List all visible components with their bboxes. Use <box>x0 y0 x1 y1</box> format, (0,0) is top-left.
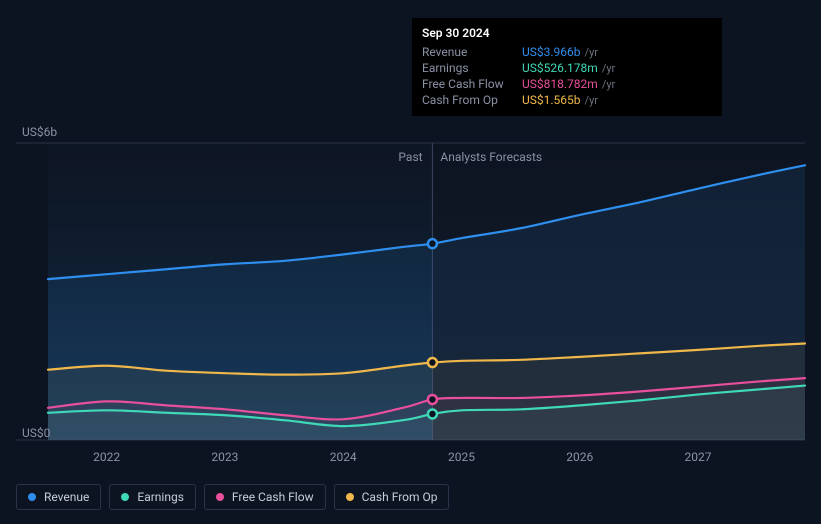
legend-item-cash-from-op[interactable]: Cash From Op <box>334 484 450 510</box>
tooltip-row: Cash From OpUS$1.565b/yr <box>422 92 712 108</box>
tooltip-value: US$1.565b <box>522 93 581 107</box>
legend-dot-icon <box>346 493 354 501</box>
legend-dot-icon <box>121 493 129 501</box>
tooltip-row: Free Cash FlowUS$818.782m/yr <box>422 76 712 92</box>
tooltip-unit: /yr <box>585 46 598 59</box>
tooltip-label: Cash From Op <box>422 93 522 107</box>
forecast-label: Analysts Forecasts <box>440 150 542 164</box>
legend-label: Free Cash Flow <box>232 490 314 504</box>
x-tick-label: 2023 <box>211 450 238 464</box>
tooltip-label: Free Cash Flow <box>422 77 522 91</box>
y-axis-label-max: US$6b <box>22 125 57 139</box>
chart-legend: Revenue Earnings Free Cash Flow Cash From O… <box>16 484 449 510</box>
tooltip-value: US$526.178m <box>522 61 598 75</box>
tooltip-unit: /yr <box>585 94 598 107</box>
x-tick-label: 2027 <box>685 450 712 464</box>
legend-dot-icon <box>28 493 36 501</box>
tooltip-value: US$818.782m <box>522 77 598 91</box>
x-tick-label: 2024 <box>330 450 357 464</box>
tooltip-label: Earnings <box>422 61 522 75</box>
tooltip-row: RevenueUS$3.966b/yr <box>422 44 712 60</box>
tooltip-label: Revenue <box>422 45 522 59</box>
x-tick-label: 2022 <box>93 450 120 464</box>
x-tick-label: 2026 <box>566 450 593 464</box>
legend-dot-icon <box>216 493 224 501</box>
legend-item-free-cash-flow[interactable]: Free Cash Flow <box>204 484 326 510</box>
x-tick-label: 2025 <box>448 450 475 464</box>
tooltip-unit: /yr <box>602 78 615 91</box>
tooltip-value: US$3.966b <box>522 45 581 59</box>
legend-label: Earnings <box>137 490 184 504</box>
legend-label: Revenue <box>44 490 89 504</box>
tooltip-date: Sep 30 2024 <box>422 26 712 40</box>
tooltip-unit: /yr <box>602 62 615 75</box>
financial-chart: US$6b US$0 Past Analysts Forecasts 2022 2… <box>0 0 821 524</box>
y-axis-label-min: US$0 <box>22 426 50 440</box>
legend-label: Cash From Op <box>362 490 438 504</box>
chart-tooltip: Sep 30 2024 RevenueUS$3.966b/yrEarningsU… <box>412 18 722 116</box>
legend-item-earnings[interactable]: Earnings <box>109 484 196 510</box>
tooltip-row: EarningsUS$526.178m/yr <box>422 60 712 76</box>
legend-item-revenue[interactable]: Revenue <box>16 484 101 510</box>
past-label: Past <box>398 150 422 164</box>
